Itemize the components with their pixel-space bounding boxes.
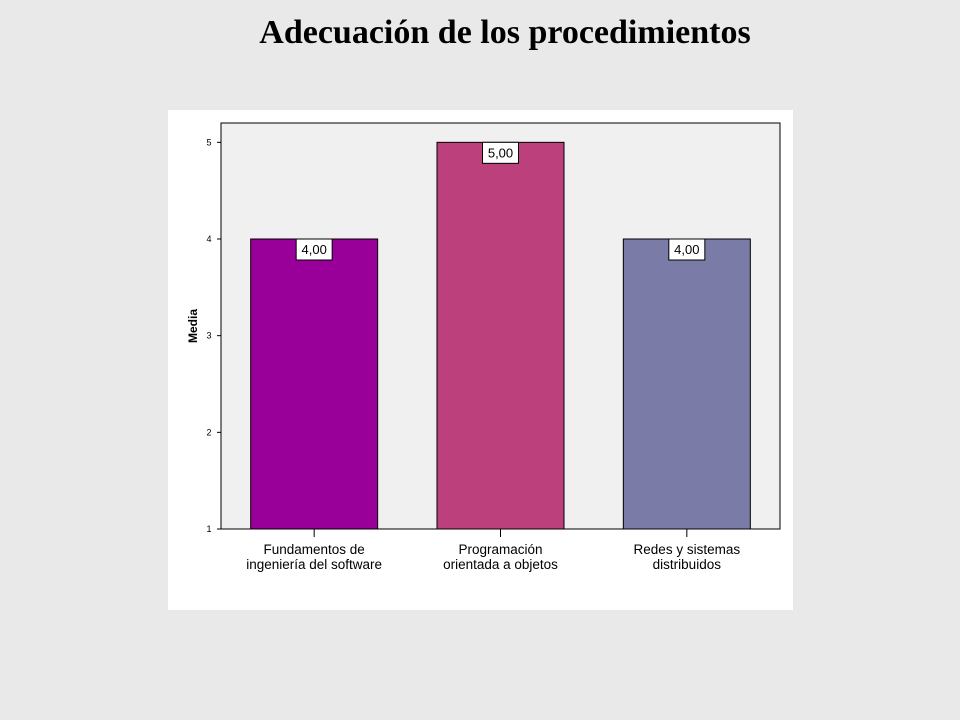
y-tick-label: 4 bbox=[206, 234, 211, 244]
data-label-box bbox=[668, 238, 706, 261]
x-tick-label: Programación bbox=[458, 542, 542, 557]
bar bbox=[622, 238, 751, 530]
y-tick-label: 1 bbox=[206, 524, 211, 534]
data-label-box bbox=[295, 238, 333, 261]
x-tick-label: distribuidos bbox=[653, 557, 722, 572]
data-label-box bbox=[482, 141, 519, 164]
y-tick-label: 3 bbox=[206, 331, 211, 341]
x-tick-label: orientada a objetos bbox=[443, 557, 558, 572]
x-tick-label: Fundamentos de bbox=[264, 542, 365, 557]
bar bbox=[436, 141, 565, 530]
y-tick-label: 2 bbox=[206, 427, 211, 437]
x-tick-label: ingeniería del software bbox=[246, 557, 382, 572]
y-axis-label: Media bbox=[186, 309, 200, 343]
data-label: 4,00 bbox=[302, 242, 327, 257]
data-label: 4,00 bbox=[674, 242, 699, 257]
chart-panel: 1 2 3 4 5 Fundamentos de ingeniería del softwa… bbox=[168, 110, 793, 610]
bar bbox=[250, 238, 379, 530]
data-label: 5,00 bbox=[488, 145, 513, 160]
y-tick-label: 5 bbox=[206, 137, 211, 147]
slide-title: Adecuación de los procedimientos bbox=[259, 14, 751, 51]
x-tick-label: Redes y sistemas bbox=[634, 542, 741, 557]
